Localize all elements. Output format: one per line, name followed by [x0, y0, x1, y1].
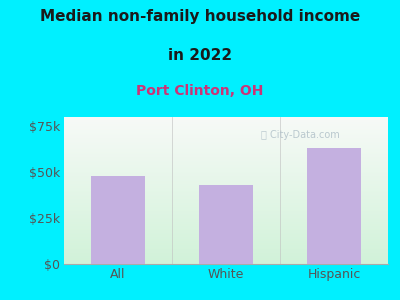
Text: ⓘ City-Data.com: ⓘ City-Data.com — [261, 130, 340, 140]
Text: Median non-family household income: Median non-family household income — [40, 9, 360, 24]
Text: in 2022: in 2022 — [168, 48, 232, 63]
Text: Port Clinton, OH: Port Clinton, OH — [136, 84, 264, 98]
Bar — [91, 176, 145, 264]
Bar — [307, 148, 361, 264]
Bar — [199, 185, 253, 264]
